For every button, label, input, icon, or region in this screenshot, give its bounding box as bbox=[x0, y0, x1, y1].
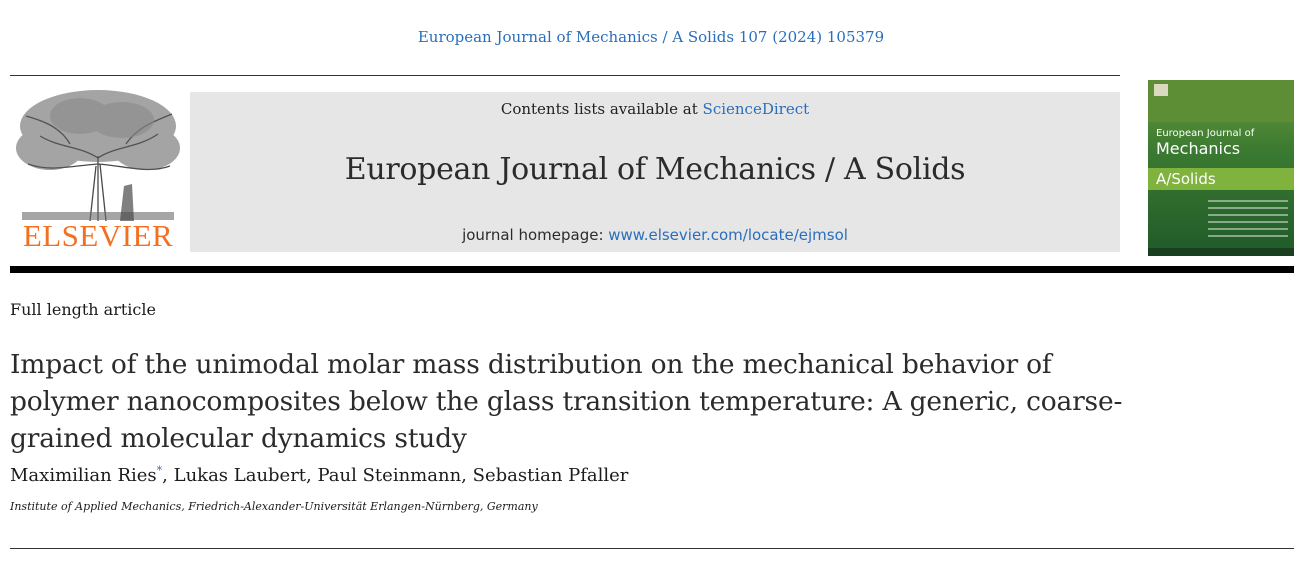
author-list: Maximilian Ries*, Lukas Laubert, Paul St… bbox=[10, 464, 628, 486]
article-title: Impact of the unimodal molar mass distri… bbox=[10, 349, 1123, 454]
cover-badge-icon bbox=[1154, 84, 1168, 96]
author-separator: , bbox=[162, 465, 174, 486]
journal-banner: Contents lists available at ScienceDirec… bbox=[190, 92, 1120, 252]
journal-title: European Journal of Mechanics / A Solids bbox=[344, 152, 966, 187]
corresponding-author-mark[interactable]: * bbox=[156, 464, 163, 477]
homepage-line: journal homepage: www.elsevier.com/locat… bbox=[190, 226, 1120, 244]
header-thick-rule bbox=[10, 266, 1294, 273]
affiliation: Institute of Applied Mechanics, Friedric… bbox=[10, 500, 538, 513]
cover-text-lines bbox=[1208, 200, 1288, 242]
publisher-logo[interactable]: ELSEVIER bbox=[10, 86, 186, 254]
author-name[interactable]: Lukas Laubert bbox=[173, 465, 307, 486]
cover-journal-line: European Journal of bbox=[1156, 128, 1255, 139]
tree-logo-icon bbox=[16, 90, 180, 222]
bottom-divider bbox=[10, 548, 1294, 549]
author-separator: , bbox=[461, 465, 473, 486]
header-divider bbox=[10, 75, 1120, 76]
contents-line: Contents lists available at ScienceDirec… bbox=[190, 100, 1120, 118]
journal-cover[interactable]: European Journal of Mechanics A/Solids bbox=[1148, 80, 1294, 256]
author-name[interactable]: Paul Steinmann bbox=[317, 465, 462, 486]
homepage-link[interactable]: www.elsevier.com/locate/ejmsol bbox=[608, 226, 848, 244]
citation-link[interactable]: European Journal of Mechanics / A Solids… bbox=[417, 28, 885, 46]
cover-top-band bbox=[1148, 80, 1294, 122]
publisher-logo-text: ELSEVIER bbox=[22, 218, 174, 253]
author-name[interactable]: Maximilian Ries bbox=[10, 465, 157, 486]
author-name[interactable]: Sebastian Pfaller bbox=[472, 465, 629, 486]
author-separator: , bbox=[306, 465, 318, 486]
cover-footer-band bbox=[1148, 248, 1294, 256]
contents-prefix: Contents lists available at bbox=[500, 100, 703, 118]
cover-mechanics-line: Mechanics bbox=[1156, 139, 1241, 158]
cover-solids-band: A/Solids bbox=[1148, 168, 1294, 190]
article-type: Full length article bbox=[10, 300, 156, 319]
sciencedirect-link[interactable]: ScienceDirect bbox=[702, 100, 810, 118]
homepage-prefix: journal homepage: bbox=[462, 226, 609, 244]
